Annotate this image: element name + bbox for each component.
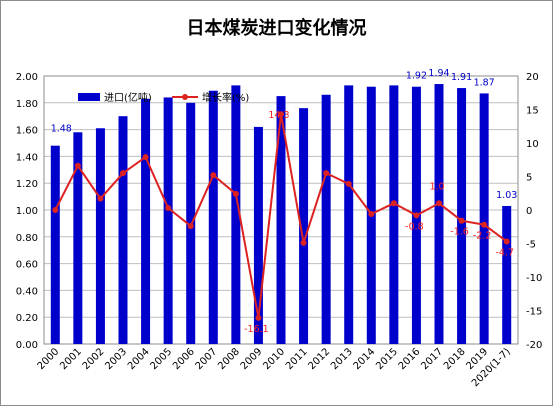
line-data-label: -4.7 <box>495 247 514 258</box>
right-tick-label: -10 <box>526 273 542 284</box>
line-point <box>255 314 262 321</box>
line-data-label: -0.8 <box>405 221 424 232</box>
line-point <box>345 180 352 187</box>
left-tick-label: 1.40 <box>16 152 38 163</box>
bar-data-label: 1.94 <box>428 68 449 79</box>
right-tick-label: -5 <box>526 240 536 251</box>
x-tick-label: 2005 <box>148 346 174 372</box>
left-tick-label: 0.20 <box>16 313 38 324</box>
bar <box>231 85 241 344</box>
x-tick-label: 2018 <box>442 346 468 372</box>
left-tick-label: 2.00 <box>16 72 38 83</box>
bar <box>434 84 444 344</box>
line-point <box>187 223 194 230</box>
bar-data-label: 1.87 <box>474 77 495 88</box>
bar <box>344 85 354 344</box>
bar <box>118 116 128 344</box>
x-tick-label: 2008 <box>216 346 242 372</box>
line-point <box>232 190 239 197</box>
bar-data-label: 1.91 <box>451 72 472 83</box>
x-tick-label: 2015 <box>374 346 400 372</box>
left-tick-label: 1.20 <box>16 179 38 190</box>
bar <box>95 128 105 344</box>
line-point <box>436 200 442 207</box>
bar <box>321 94 331 344</box>
bar <box>141 98 151 344</box>
left-tick-label: 0.40 <box>16 286 38 297</box>
line-data-label: -16.1 <box>244 324 269 335</box>
line-point <box>278 111 284 118</box>
legend-line-label: 增长率(%) <box>202 91 249 104</box>
line-point <box>74 162 81 169</box>
right-tick-label: 20 <box>526 72 539 83</box>
legend-line-marker <box>182 94 188 100</box>
left-tick-label: 1.80 <box>16 99 38 110</box>
line-data-label: 1.0 <box>429 181 444 192</box>
bar <box>50 145 60 344</box>
legend-bar-label: 进口(亿吨) <box>104 91 152 104</box>
x-tick-label: 2014 <box>352 346 378 372</box>
line-point <box>120 170 126 177</box>
x-tick-label: 2011 <box>284 346 310 372</box>
line-point <box>323 170 330 177</box>
x-tick-label: 2013 <box>329 346 355 372</box>
line-point <box>390 200 397 207</box>
bar <box>389 85 399 344</box>
bar-data-label: 1.48 <box>51 124 72 135</box>
bar <box>253 126 263 344</box>
x-tick-label: 2009 <box>239 346 265 372</box>
bar <box>208 90 218 345</box>
x-tick-label: 2017 <box>419 346 445 372</box>
legend-bar-swatch <box>78 93 100 101</box>
bar <box>163 97 173 344</box>
left-tick-label: 1.60 <box>16 126 38 137</box>
line-point <box>413 212 420 219</box>
left-tick-label: 0.80 <box>16 233 38 244</box>
left-tick-label: 0.60 <box>16 260 38 271</box>
line-point <box>52 207 59 213</box>
line-data-label: -1.6 <box>450 227 469 238</box>
line-data-label: 14.3 <box>268 110 289 121</box>
bar <box>502 205 512 344</box>
bar <box>299 108 309 344</box>
right-tick-label: 10 <box>526 139 539 150</box>
bar <box>479 93 489 344</box>
right-tick-label: 5 <box>526 173 532 184</box>
x-tick-label: 2004 <box>126 346 152 372</box>
x-tick-label: 2016 <box>397 346 423 372</box>
line-point <box>503 238 510 245</box>
chart-title: 日本煤炭进口变化情况 <box>186 18 367 39</box>
x-tick-label: 2000 <box>36 346 62 372</box>
bar <box>276 96 286 344</box>
x-tick-label: 2003 <box>103 346 129 372</box>
bar-data-label: 1.92 <box>406 71 427 82</box>
x-tick-label: 2002 <box>81 346 107 372</box>
x-tick-label: 2010 <box>261 346 287 372</box>
right-tick-label: -15 <box>526 307 542 318</box>
x-tick-label: 2001 <box>58 346 84 372</box>
x-tick-label: 2012 <box>306 346 332 372</box>
line-point <box>142 154 149 161</box>
line-point <box>458 217 465 224</box>
line-point <box>210 172 217 179</box>
x-tick-label: 2007 <box>194 346 220 372</box>
bar <box>73 132 83 344</box>
right-tick-label: 0 <box>526 206 532 217</box>
line-point <box>165 204 172 211</box>
line-point <box>97 195 104 202</box>
x-tick-label: 2006 <box>171 346 197 372</box>
line-point <box>300 239 307 246</box>
line-point <box>368 211 375 218</box>
line-point <box>481 221 488 228</box>
line-data-label: -2.2 <box>473 231 492 242</box>
bar-data-label: 1.03 <box>496 190 517 201</box>
left-tick-label: 0.00 <box>16 340 38 351</box>
right-tick-label: 15 <box>526 106 539 117</box>
left-tick-label: 1.00 <box>16 206 38 217</box>
bar <box>457 88 467 344</box>
right-tick-label: -20 <box>526 340 542 351</box>
